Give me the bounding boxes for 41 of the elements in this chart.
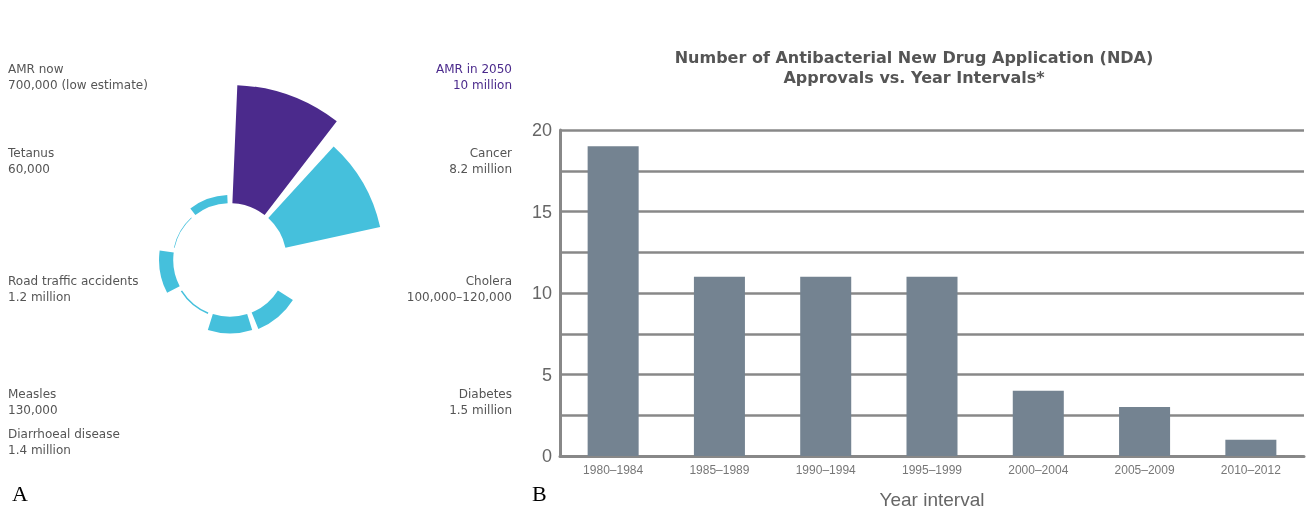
bar — [800, 276, 852, 456]
category-label: Cholera — [465, 273, 512, 288]
y-tick-label: 15 — [531, 201, 552, 222]
category-label: Road traffic accidents — [8, 273, 139, 288]
x-tick-label: 1990–1994 — [795, 463, 857, 477]
text: A — [12, 480, 28, 506]
x-tick-label: 2005–2009 — [1114, 463, 1175, 477]
data-label: 10 million — [452, 78, 512, 93]
data-label: 700,000 (low estimate) — [8, 78, 148, 93]
bar — [693, 276, 745, 456]
data-label: 1.4 million — [8, 443, 71, 457]
category-label: Measles — [8, 386, 57, 401]
x-tick-label: 1985–1989 — [689, 463, 750, 477]
bar — [1225, 439, 1277, 456]
data-label: 1.5 million — [449, 402, 512, 417]
data-label: 60,000 — [8, 162, 50, 176]
category-label: Diarrhoeal disease — [8, 427, 120, 441]
y-tick-label: 10 — [531, 283, 552, 303]
data-label: 130,000 — [8, 402, 58, 417]
x-tick-label: 1980–1984 — [583, 463, 644, 477]
x-axis-title: Year interval — [879, 489, 985, 510]
bar — [587, 146, 639, 456]
x-tick-label: 2010–2012 — [1220, 463, 1282, 477]
y-tick-label: 5 — [541, 364, 552, 385]
chart-title: Number of Antibacterial New Drug Application (NDA) Approvals vs. Year Intervals* — [674, 47, 1154, 87]
category-label: Tetanus — [7, 146, 55, 160]
bar — [1012, 390, 1064, 456]
y-tick-label: 20 — [531, 120, 552, 140]
data-label: 100,000–120,000 — [406, 289, 512, 304]
bar — [906, 276, 958, 456]
category-label: Diabetes — [458, 386, 512, 401]
data-label: 1.2 million — [8, 289, 71, 304]
category-label: Cancer — [469, 146, 513, 160]
text: B — [532, 480, 547, 506]
x-tick-label: 1995–1999 — [901, 463, 963, 477]
data-label: 8.2 million — [449, 162, 512, 176]
x-tick-label: 2000–2004 — [1008, 463, 1069, 477]
bar — [1119, 407, 1171, 456]
category-label: AMR now — [8, 62, 64, 77]
category-label: AMR in 2050 — [435, 62, 512, 77]
y-tick-label: 0 — [541, 446, 552, 466]
